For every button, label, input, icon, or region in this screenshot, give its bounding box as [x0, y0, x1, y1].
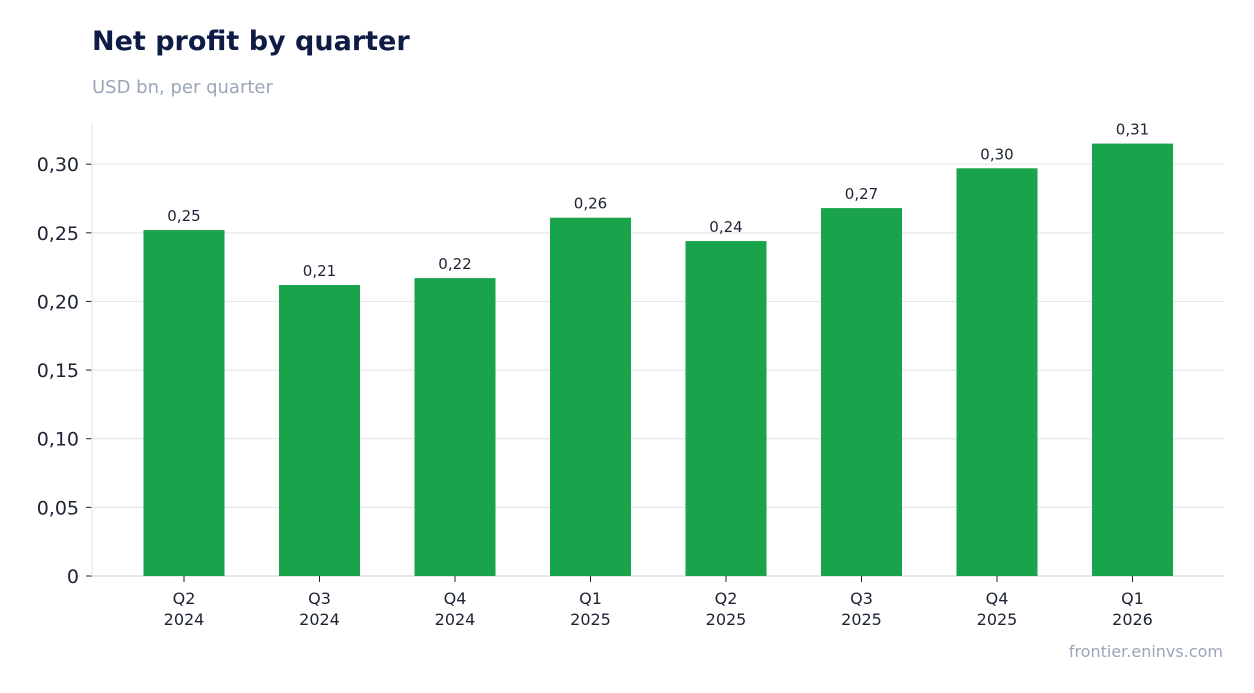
x-tick-label-year: 2025 — [570, 610, 611, 629]
x-tick-label-year: 2025 — [977, 610, 1018, 629]
x-tick-label-quarter: Q1 — [1121, 589, 1144, 608]
x-tick-label-quarter: Q2 — [715, 589, 738, 608]
data-labels: 0,25 0,21 0,22 0,26 0,24 0,27 0,30 0,31 — [167, 121, 1149, 280]
y-tick-label: 0,30 — [37, 154, 79, 176]
bar — [956, 168, 1038, 577]
y-tick-label: 0,10 — [37, 429, 79, 451]
data-label: 0,30 — [980, 145, 1013, 163]
x-tick-label-year: 2025 — [841, 610, 882, 629]
bars — [143, 143, 1173, 577]
y-tick-label: 0 — [67, 566, 79, 588]
bar — [550, 217, 631, 576]
x-tick-label-quarter: Q2 — [173, 589, 196, 608]
x-tick-label-year: 2024 — [164, 610, 205, 629]
data-label: 0,21 — [303, 262, 336, 280]
gridlines — [92, 163, 1224, 508]
x-tick-label-year: 2024 — [299, 610, 340, 629]
bar — [685, 241, 767, 576]
bar — [143, 230, 225, 576]
x-tick-label-quarter: Q4 — [444, 589, 467, 608]
x-tick-label-quarter: Q1 — [579, 589, 602, 608]
bar — [279, 284, 360, 576]
data-label: 0,27 — [845, 185, 878, 203]
chart-title: Net profit by quarter — [92, 26, 410, 57]
y-tick-label: 0,15 — [37, 360, 79, 382]
x-tick-label-quarter: Q3 — [850, 589, 873, 608]
x-tick-label-year: 2025 — [706, 610, 747, 629]
data-label: 0,22 — [438, 255, 471, 273]
y-tick-label: 0,20 — [37, 291, 79, 313]
y-tick-label: 0,05 — [37, 497, 79, 519]
x-tick-label-year: 2024 — [435, 610, 476, 629]
source-credit: frontier.eninvs.com — [1068, 642, 1223, 661]
data-label: 0,24 — [709, 218, 742, 236]
x-tick-label-quarter: Q3 — [308, 589, 331, 608]
bar — [821, 208, 902, 577]
data-label: 0,26 — [574, 195, 607, 213]
data-label: 0,25 — [167, 207, 200, 225]
x-tick-label-quarter: Q4 — [986, 589, 1009, 608]
y-tick-label: 0,25 — [37, 223, 79, 245]
chart-subtitle: USD bn, per quarter — [92, 77, 273, 98]
data-label: 0,31 — [1116, 121, 1149, 139]
x-tick-label-year: 2026 — [1112, 610, 1153, 629]
bar — [1092, 143, 1173, 576]
bar — [414, 278, 496, 576]
